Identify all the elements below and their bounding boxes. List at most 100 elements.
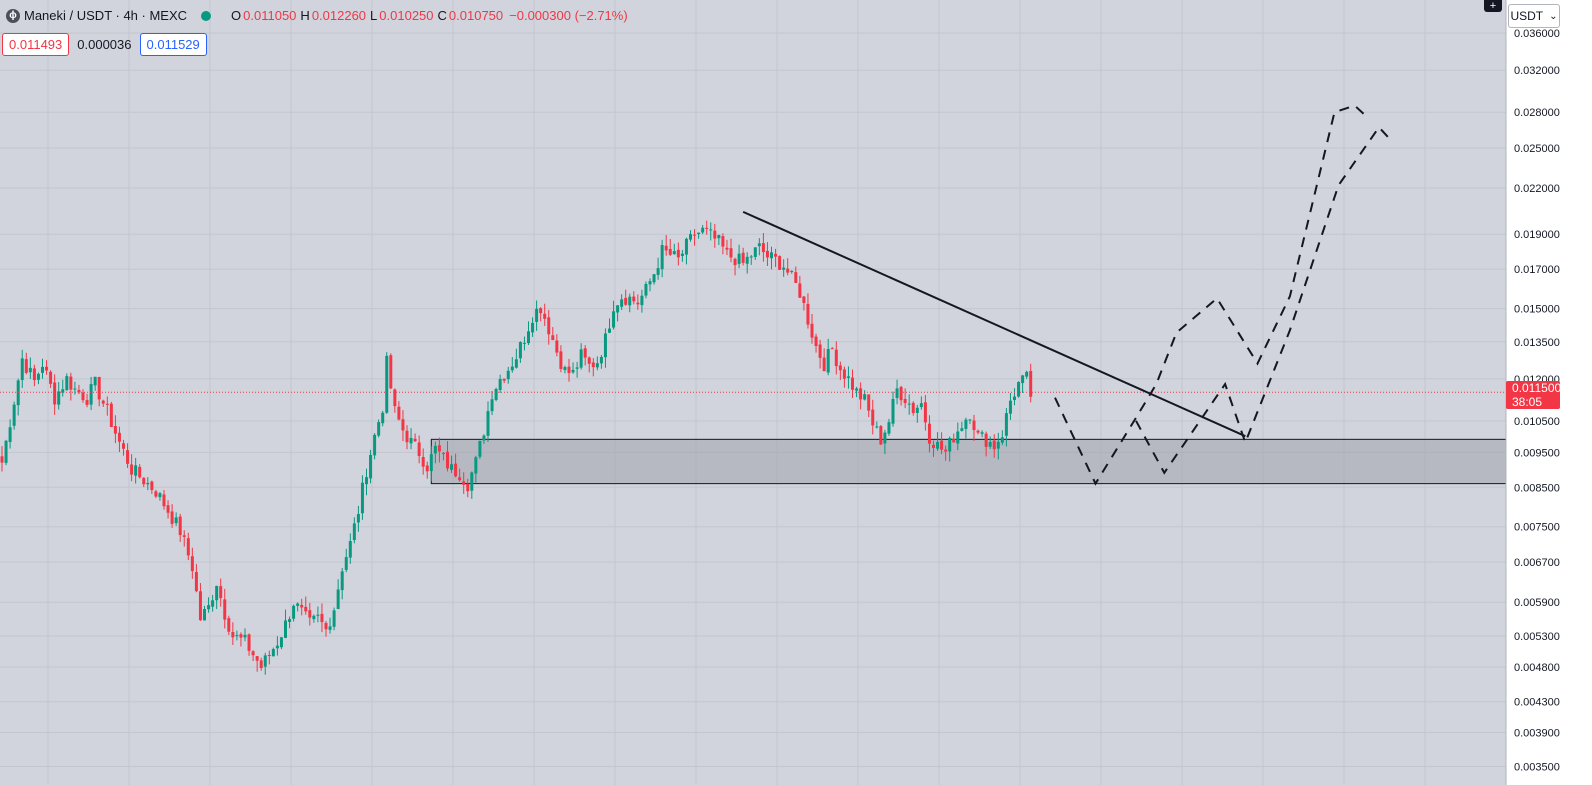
sell-price-button[interactable]: 0.011493	[2, 33, 70, 56]
candle-body	[437, 445, 441, 452]
candle-body	[668, 248, 672, 255]
candle-body	[814, 336, 818, 347]
market-status-icon[interactable]	[201, 10, 212, 21]
candle-body	[466, 483, 470, 492]
candle-body	[360, 482, 364, 514]
candle-body	[895, 388, 899, 399]
projection-path[interactable]	[1054, 104, 1368, 486]
candle-body	[174, 517, 178, 524]
candle-body	[867, 394, 871, 411]
candle-body	[1000, 437, 1004, 443]
candle-body	[494, 388, 498, 400]
candle-body	[41, 366, 44, 373]
candle-body	[336, 589, 340, 610]
candle-body	[632, 296, 636, 302]
candle-body	[927, 423, 931, 444]
candle-body	[798, 283, 802, 298]
candle-body	[401, 419, 405, 431]
candle-body	[288, 619, 292, 622]
trendline[interactable]	[742, 210, 1246, 438]
candle-body	[932, 444, 935, 448]
candle-body	[944, 449, 948, 452]
candle-body	[413, 438, 417, 442]
candle-body	[559, 351, 563, 369]
candle-body	[474, 457, 478, 474]
candle-body	[433, 445, 437, 454]
candle-body	[984, 433, 988, 447]
candle-body	[919, 403, 923, 408]
currency-selector[interactable]: USDT ⌄	[1508, 4, 1560, 28]
candle-body	[786, 268, 790, 273]
candle-body	[660, 245, 664, 270]
price-change: −0.000300 (−2.71%)	[509, 8, 628, 23]
price-tick-label: 0.006700	[1514, 557, 1560, 569]
candle-body	[61, 389, 65, 393]
candle-body	[648, 281, 652, 285]
candle-body	[960, 428, 964, 431]
candle-body	[498, 378, 502, 391]
candle-body	[57, 391, 61, 405]
candle-body	[20, 358, 24, 381]
ohlc-value-close: 0.010750	[448, 8, 504, 23]
candle-body	[255, 656, 259, 661]
candle-body	[810, 323, 814, 338]
last-price-value: 0.011500	[1512, 381, 1562, 395]
projection-path[interactable]	[1135, 125, 1392, 475]
last-price-tag: 0.011500 38:05	[1506, 381, 1562, 409]
buy-price-button[interactable]: 0.011529	[139, 33, 207, 56]
candle-body	[24, 359, 28, 373]
candle-body	[154, 491, 158, 497]
candle-body	[109, 403, 113, 428]
candle-body	[328, 626, 332, 630]
candle-body	[579, 349, 583, 368]
price-tick-label: 0.008500	[1514, 482, 1560, 494]
spread-value: 0.000036	[77, 37, 132, 52]
candle-body	[806, 303, 810, 325]
candle-body	[12, 404, 16, 426]
candle-body	[936, 441, 940, 449]
candle-body	[28, 367, 32, 373]
candle-body	[988, 441, 992, 447]
candle-body	[470, 472, 474, 491]
plus-icon[interactable]: +	[1484, 0, 1502, 12]
candle-body	[158, 493, 162, 498]
candle-body	[770, 252, 773, 259]
candle-body	[239, 634, 243, 638]
candle-body	[478, 440, 482, 457]
price-tick-label: 0.015000	[1514, 304, 1560, 316]
support-zone	[430, 438, 1507, 485]
candle-body	[405, 430, 409, 443]
candle-body	[640, 295, 644, 306]
candle-body	[778, 256, 782, 270]
candle-body	[745, 256, 749, 264]
candle-body	[49, 371, 53, 384]
candle-body	[243, 634, 247, 638]
candle-body	[389, 355, 393, 389]
candle-body	[587, 357, 591, 364]
candle-body	[879, 426, 883, 445]
chevron-down-icon: ⌄	[1549, 10, 1558, 22]
candle-body	[312, 615, 316, 620]
candle-body	[8, 427, 12, 442]
candles	[0, 220, 1033, 675]
candle-body	[713, 230, 717, 239]
candle-body	[518, 342, 522, 359]
candle-body	[97, 376, 101, 400]
candle-body	[729, 248, 733, 258]
chart-grid	[0, 0, 1506, 785]
support-zone-rect[interactable]	[430, 438, 1507, 485]
candle-body	[113, 426, 117, 434]
symbol-title[interactable]: Maneki / USDT · 4h · MEXC	[24, 8, 188, 23]
candle-body	[486, 411, 490, 436]
trade-prices: 0.011493 0.000036 0.011529	[2, 33, 207, 56]
candle-body	[69, 376, 73, 390]
candle-body	[689, 234, 692, 240]
candle-body	[259, 660, 263, 669]
candle-body	[85, 400, 89, 405]
candle-body	[684, 238, 688, 255]
candle-body	[899, 386, 903, 401]
candle-body	[227, 618, 231, 632]
candle-body	[89, 384, 93, 405]
candle-body	[134, 465, 138, 476]
